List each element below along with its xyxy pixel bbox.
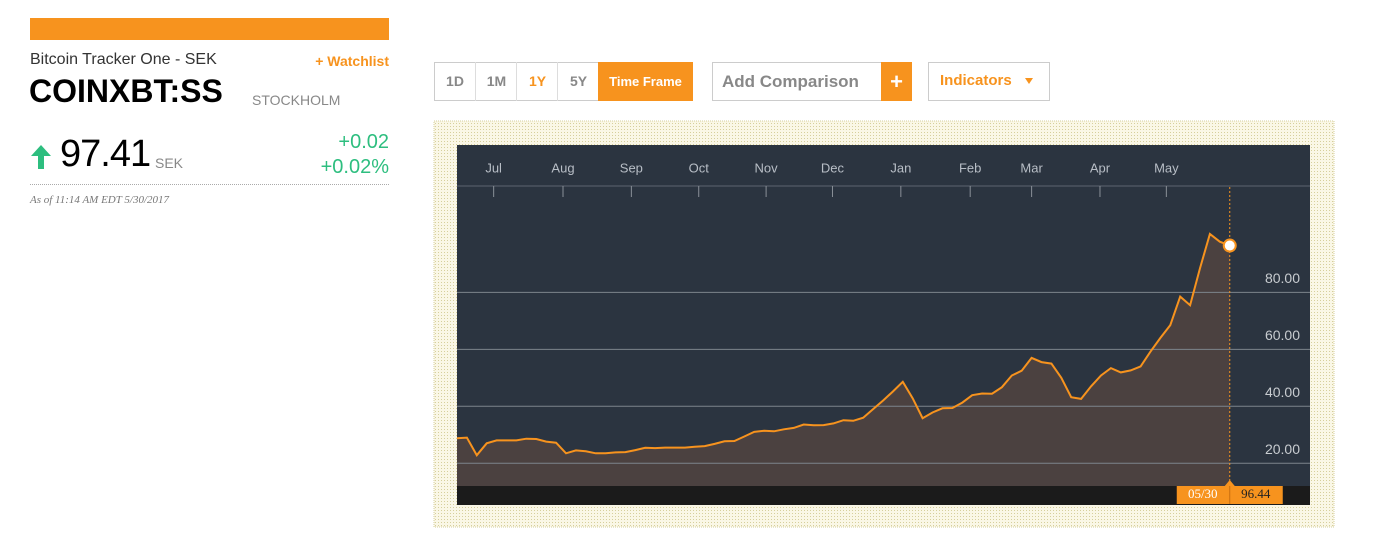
bottom-strip [457,486,1310,505]
up-arrow [31,145,51,169]
exchange: STOCKHOLM [252,92,341,108]
x-tick-label: Oct [689,160,710,175]
y-tick-label: 40.00 [1265,384,1300,400]
as-of: As of 11:14 AM EDT 5/30/2017 [30,194,170,206]
x-tick-label: Apr [1090,160,1111,175]
change-pct: +0.02% [320,156,389,178]
range-button[interactable]: 5Y [557,62,599,101]
tooltip-date: 05/30 [1188,486,1218,501]
y-tick-label: 60.00 [1265,327,1300,343]
price: 97.41 [60,133,151,175]
range-button[interactable]: 1M [475,62,517,101]
divider [30,184,389,185]
x-tick-label: Jan [890,160,911,175]
y-tick-label: 20.00 [1265,441,1300,457]
add-button[interactable]: + [881,62,912,101]
x-tick-label: May [1154,160,1179,175]
tooltip-date-box [1176,486,1230,504]
change: +0.02 [338,131,389,153]
ticker: COINXBT:SS [29,73,223,109]
indicators-button[interactable] [928,62,1050,101]
y-tick-label: 80.00 [1265,270,1300,286]
x-tick-label: Dec [821,160,845,175]
indicators-label: Indicators [940,72,1012,89]
security-name: Bitcoin Tracker One - SEK [30,51,217,68]
price-line [456,232,1231,457]
x-tick-label: Jul [485,160,502,175]
comparison-placeholder: Add Comparison [722,72,859,91]
area-fill [457,234,1230,486]
tooltip-value-box [1229,486,1283,504]
range-button[interactable]: 1D [446,73,464,89]
x-tick-label: Sep [620,160,643,175]
tooltip-pointer [1224,480,1235,486]
tooltip-value: 96.44 [1241,486,1271,501]
dropdown-caret [1025,78,1033,84]
x-tick-label: Feb [959,160,981,175]
time-frame-button[interactable]: Time Frame [598,62,693,101]
x-tick-label: Mar [1020,160,1043,175]
range-button[interactable]: 1Y [516,62,558,101]
x-tick-label: Aug [551,160,574,175]
brand-bar [30,18,389,40]
x-tick-label: Nov [755,160,779,175]
last-point [1222,238,1237,253]
watchlist-button[interactable]: + Watchlist [315,53,389,69]
currency: SEK [155,155,184,171]
